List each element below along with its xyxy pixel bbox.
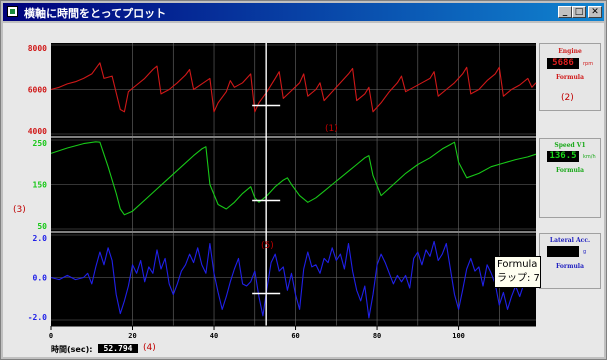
annotation-5: (5) [261,241,274,251]
app-icon [7,6,18,17]
title-bar[interactable]: 横軸に時間をとってプロット _ □ ✕ [3,3,604,21]
speed-panel: Speed V1 136.5 km/h Formula [539,138,601,218]
y-tick-label: -2.0 [28,313,47,322]
tooltip-line2: ラップ: 7 [497,273,540,284]
time-value: 52.794 [98,344,138,353]
minimize-button[interactable]: _ [558,6,572,18]
close-button[interactable]: ✕ [588,6,602,18]
y-tick-label: 50 [37,222,47,231]
y-tick-label: 0.0 [33,274,48,283]
x-tick-label: 100 [452,332,465,340]
annotation-1: (1) [325,124,338,134]
series-line-1 [50,141,537,216]
window-title: 横軸に時間をとってプロット [24,7,167,20]
engine-name: Engine [558,48,582,55]
engine-formula[interactable]: Formula [556,74,584,81]
y-tick-label: 6000 [28,86,47,95]
series-line-0 [50,62,537,113]
x-tick-label: 60 [291,332,299,340]
tooltip: Formula ラップ: 7 [494,256,541,288]
lateral-value [547,246,579,257]
y-tick-label: 8000 [28,44,47,53]
lateral-formula[interactable]: Formula [556,263,584,270]
series-line-2 [50,240,537,319]
speed-formula[interactable]: Formula [556,167,584,174]
y-tick-label: 4000 [28,127,47,136]
x-tick-label: 20 [128,332,136,340]
speed-unit: km/h [583,154,596,160]
y-tick-label: 250 [33,139,48,148]
annotation-2: (2) [561,93,574,103]
engine-panel: Engine 5686 rpm Formula (2) [539,43,601,111]
time-label: 時間(sec): [51,345,93,354]
lateral-name: Lateral Acc. [549,237,591,244]
engine-unit: rpm [583,61,594,67]
x-tick-label: 80 [373,332,381,340]
speed-name: Speed V1 [554,142,586,149]
lateral-panel: Lateral Acc. g Formula [539,233,601,289]
chart-svg[interactable]: 8000 6000 4000 250 150 50 2.0 0.0 -2.0 0 20 40 60 80 1… [3,23,604,357]
tooltip-line1: Formula [497,259,538,270]
x-tick-label: 0 [49,332,53,340]
annotation-4: (4) [143,343,156,353]
speed-value: 136.5 [547,151,579,162]
y-tick-label: 150 [33,181,48,190]
maximize-button[interactable]: □ [572,6,586,18]
y-tick-label: 2.0 [33,234,48,243]
annotation-3: (3) [13,205,26,215]
lateral-unit: g [583,249,587,255]
x-tick-label: 40 [210,332,218,340]
engine-value: 5686 [547,58,579,69]
client-area: 8000 6000 4000 250 150 50 2.0 0.0 -2.0 0 20 40 60 80 1… [3,23,604,357]
